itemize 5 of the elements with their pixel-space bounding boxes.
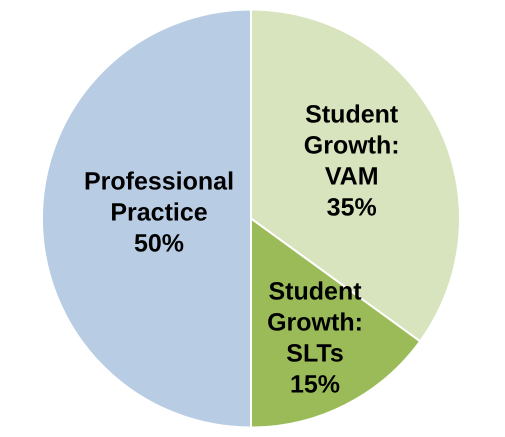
data-label: 35% bbox=[326, 194, 377, 222]
data-label: 50% bbox=[134, 230, 184, 258]
data-label: 15% bbox=[290, 370, 340, 399]
slice-label: Student Growth: VAM bbox=[304, 100, 400, 191]
slice-label: Professional Practice bbox=[84, 168, 234, 226]
